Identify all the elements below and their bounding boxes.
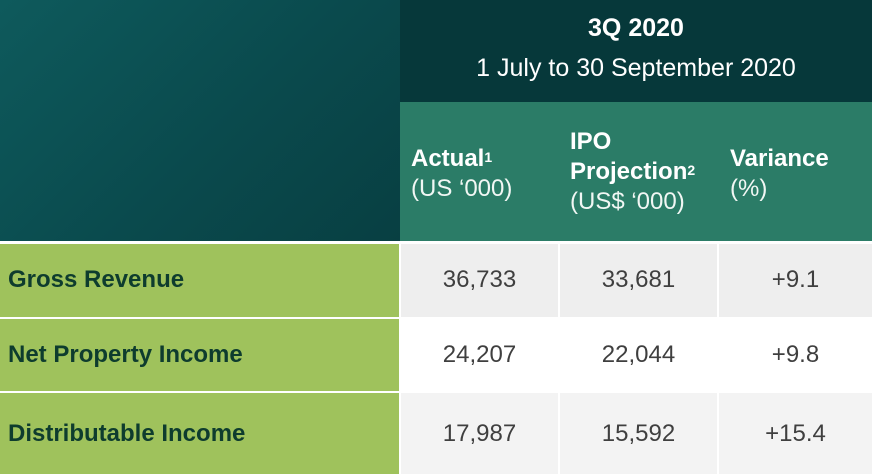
column-title-line1: IPO [570,127,695,157]
column-title: Variance [730,144,829,174]
cell-actual: 17,987 [401,393,558,474]
column-header-ipo-projection: IPO Projection2 (US$ ‘000) [570,127,695,217]
footnote-marker: 1 [484,149,492,165]
period-header: 3Q 2020 1 July to 30 September 2020 [400,0,872,102]
period-range: 1 July to 30 September 2020 [400,54,872,83]
cell-variance: +9.8 [719,319,872,391]
cell-actual: 24,207 [401,319,558,391]
table-row: Net Property Income 24,207 22,044 +9.8 [0,319,872,391]
footnote-marker: 2 [687,162,695,178]
cell-actual: 36,733 [401,243,558,317]
column-unit: (US ‘000) [411,174,512,204]
cell-variance: +15.4 [719,393,872,474]
column-header-actual: Actual1 (US ‘000) [411,144,512,204]
row-label-distributable-income: Distributable Income [0,393,399,474]
table-row: Distributable Income 17,987 15,592 +15.4 [0,393,872,474]
row-label-gross-revenue: Gross Revenue [0,243,399,317]
column-unit: (US$ ‘000) [570,187,695,217]
cell-ipo-projection: 22,044 [560,319,717,391]
cell-ipo-projection: 33,681 [560,243,717,317]
table-corner-cell [0,0,400,243]
cell-ipo-projection: 15,592 [560,393,717,474]
column-header-variance: Variance (%) [730,144,829,204]
column-unit: (%) [730,174,829,204]
row-label-net-property-income: Net Property Income [0,319,399,391]
header-divider [0,241,872,244]
column-title-line2: Projection [570,158,687,185]
period-title: 3Q 2020 [400,14,872,43]
cell-variance: +9.1 [719,243,872,317]
column-title: Actual [411,145,484,172]
table-row: Gross Revenue 36,733 33,681 +9.1 [0,243,872,317]
